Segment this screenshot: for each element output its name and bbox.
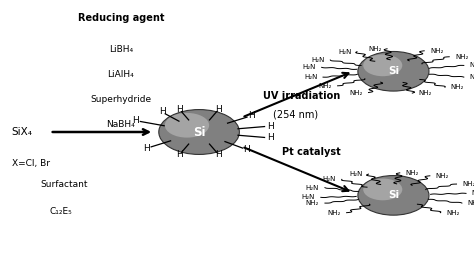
Text: NH₂: NH₂: [470, 74, 474, 80]
Text: H₂N: H₂N: [349, 171, 363, 177]
Text: NH₂: NH₂: [368, 46, 382, 52]
Text: H: H: [177, 105, 183, 114]
Text: H: H: [248, 111, 255, 120]
Text: NaBH₄: NaBH₄: [107, 120, 135, 129]
Text: Pt catalyst: Pt catalyst: [282, 147, 341, 157]
Text: H₂N: H₂N: [338, 49, 351, 55]
Text: H₂N: H₂N: [323, 176, 336, 182]
Text: NH₂: NH₂: [470, 62, 474, 68]
Text: H: H: [267, 134, 274, 143]
Text: NH₂: NH₂: [472, 190, 474, 196]
Text: H₂N: H₂N: [306, 185, 319, 191]
Text: NH₂: NH₂: [349, 89, 363, 96]
Text: Si: Si: [193, 125, 205, 139]
Text: NH₂: NH₂: [455, 54, 468, 60]
Text: NH₂: NH₂: [430, 48, 443, 54]
Text: NH₂: NH₂: [418, 90, 431, 96]
Circle shape: [159, 110, 239, 154]
Text: NH₂: NH₂: [446, 210, 459, 216]
Text: Superhydride: Superhydride: [91, 95, 151, 104]
Text: NH₂: NH₂: [436, 173, 449, 179]
Text: C₁₂E₅: C₁₂E₅: [50, 207, 73, 216]
Text: H: H: [267, 121, 274, 130]
Text: (254 nm): (254 nm): [273, 110, 318, 120]
Text: H: H: [243, 145, 250, 154]
Text: NH₂: NH₂: [405, 170, 419, 176]
Text: H₂N: H₂N: [302, 194, 315, 200]
Text: UV irradiation: UV irradiation: [263, 91, 340, 101]
Text: Si: Si: [388, 66, 399, 76]
Text: NH₂: NH₂: [306, 200, 319, 206]
Text: LiAlH₄: LiAlH₄: [108, 70, 134, 79]
Text: H₂N: H₂N: [311, 57, 325, 63]
Text: Surfactant: Surfactant: [40, 180, 88, 189]
Circle shape: [363, 54, 402, 76]
Text: H: H: [215, 105, 221, 114]
Text: Reducing agent: Reducing agent: [78, 13, 164, 23]
Text: NH₂: NH₂: [451, 84, 464, 90]
Text: H₂N: H₂N: [304, 74, 317, 80]
Text: LiBH₄: LiBH₄: [109, 45, 133, 54]
Text: NH₂: NH₂: [462, 181, 474, 187]
Text: Si: Si: [388, 190, 399, 200]
Text: H: H: [132, 116, 138, 125]
Text: SiX₄: SiX₄: [12, 127, 33, 137]
Text: H: H: [159, 107, 165, 116]
Text: NH₂: NH₂: [319, 83, 332, 89]
Circle shape: [358, 51, 429, 91]
Text: H: H: [144, 144, 150, 153]
Circle shape: [363, 178, 402, 200]
Text: NH₂: NH₂: [467, 200, 474, 206]
Text: H₂N: H₂N: [302, 64, 316, 70]
Circle shape: [358, 176, 429, 215]
Circle shape: [165, 113, 209, 138]
Text: H: H: [215, 150, 221, 159]
Text: NH₂: NH₂: [328, 210, 341, 216]
Text: H: H: [177, 150, 183, 159]
Text: X=Cl, Br: X=Cl, Br: [12, 159, 50, 168]
